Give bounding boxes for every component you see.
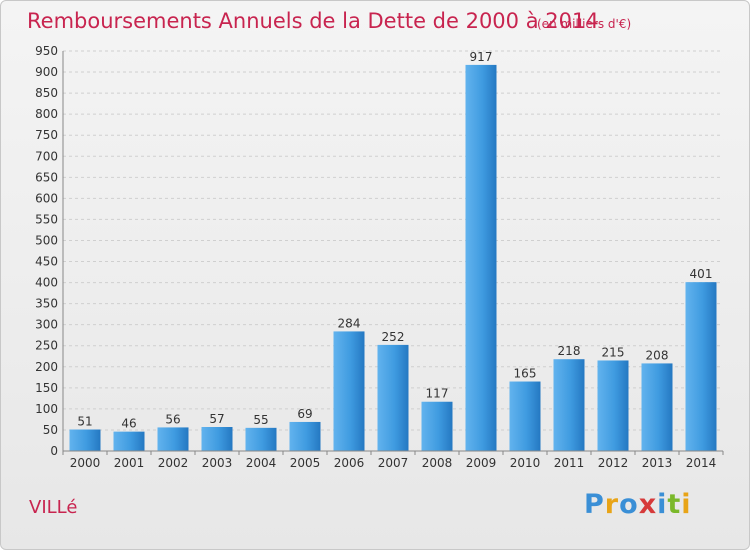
y-tick-label: 950 (35, 44, 58, 58)
logo-letter: i (657, 489, 668, 520)
y-tick-label: 850 (35, 86, 58, 100)
x-tick-label: 2010 (510, 456, 541, 470)
x-tick-label: 2003 (202, 456, 233, 470)
bar-value-label: 117 (426, 387, 449, 401)
bar-value-label: 917 (470, 50, 493, 64)
y-tick-label: 800 (35, 107, 58, 121)
x-tick-label: 2001 (114, 456, 145, 470)
y-tick-label: 150 (35, 381, 58, 395)
y-tick-label: 750 (35, 128, 58, 142)
bar (113, 431, 145, 451)
logo-letter: o (619, 489, 639, 520)
y-tick-label: 700 (35, 149, 58, 163)
logo-letter: r (604, 489, 620, 520)
bar (509, 381, 541, 451)
proxiti-logo: Proxiti (584, 489, 692, 520)
x-tick-label: 2008 (422, 456, 453, 470)
commune-name: VILLé (29, 497, 78, 518)
bar-value-label: 252 (382, 330, 405, 344)
bar-value-label: 46 (121, 417, 136, 431)
y-axis: 0 50 100 150 200 250 300 350 400 450 500 550 600 650 7… (35, 44, 64, 458)
y-tick-label: 250 (35, 339, 58, 353)
bar-value-label: 284 (338, 316, 361, 330)
bar-value-label: 57 (209, 412, 224, 426)
logo-letter: x (638, 489, 658, 520)
bar-value-label: 218 (558, 344, 581, 358)
bar-value-label: 51 (77, 415, 92, 429)
x-tick-label: 2014 (686, 456, 717, 470)
bar-value-label: 215 (602, 345, 625, 359)
bars: 51 46 56 57 55 69 284 252 117 917 165 218 215 208 401 (69, 50, 717, 451)
bar (69, 429, 101, 451)
bar (333, 331, 365, 451)
y-tick-label: 0 (50, 444, 58, 458)
bar (641, 363, 673, 451)
y-tick-label: 400 (35, 276, 58, 290)
bar (685, 282, 717, 451)
unit-label: (en milliers d'€) (537, 17, 632, 31)
bar (289, 421, 321, 451)
x-tick-label: 2002 (158, 456, 189, 470)
bar (465, 64, 497, 451)
logo-letter: t (667, 489, 682, 520)
y-tick-label: 300 (35, 318, 58, 332)
x-tick-label: 2012 (598, 456, 629, 470)
bar (553, 359, 585, 451)
y-tick-label: 350 (35, 297, 58, 311)
x-tick-label: 2007 (378, 456, 409, 470)
y-tick-label: 900 (35, 65, 58, 79)
bar (421, 401, 453, 451)
y-tick-label: 550 (35, 212, 58, 226)
x-axis: 2000 2001 2002 2003 2004 2005 2006 2007 2008 2009… (62, 450, 724, 470)
chart-title: Remboursements Annuels de la Dette de 20… (27, 9, 599, 33)
x-tick-label: 2009 (466, 456, 497, 470)
bar (377, 344, 409, 451)
x-tick-label: 2000 (70, 456, 101, 470)
x-tick-label: 2011 (554, 456, 585, 470)
bar-value-label: 55 (253, 413, 268, 427)
logo-letter: i (681, 489, 692, 520)
y-tick-label: 50 (43, 423, 58, 437)
bar-value-label: 69 (297, 407, 312, 421)
bar-value-label: 208 (646, 348, 669, 362)
bar (597, 360, 629, 451)
bar-value-label: 56 (165, 412, 180, 426)
bar (201, 427, 233, 451)
x-tick-label: 2005 (290, 456, 321, 470)
bar (245, 427, 277, 451)
y-tick-label: 450 (35, 255, 58, 269)
y-tick-label: 600 (35, 191, 58, 205)
y-tick-label: 500 (35, 233, 58, 247)
logo-letter: P (584, 489, 605, 520)
bar-value-label: 401 (690, 267, 713, 281)
x-tick-label: 2013 (642, 456, 673, 470)
x-tick-label: 2004 (246, 456, 277, 470)
bar (157, 427, 189, 451)
x-tick-label: 2006 (334, 456, 365, 470)
y-tick-label: 650 (35, 170, 58, 184)
bar-value-label: 165 (514, 367, 537, 381)
y-tick-label: 200 (35, 360, 58, 374)
y-tick-label: 100 (35, 402, 58, 416)
